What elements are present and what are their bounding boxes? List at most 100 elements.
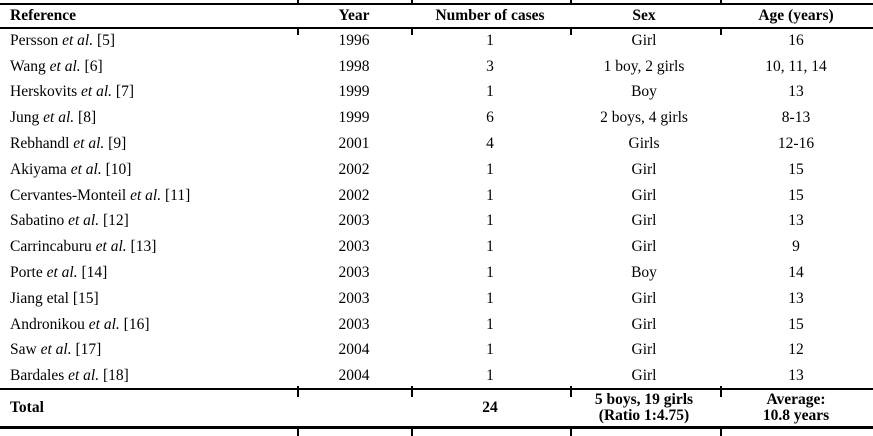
total-sex-cell: 5 boys, 19 girls (Ratio 1:4.75)	[569, 388, 719, 430]
ref-name: Jiang etal	[10, 289, 69, 307]
sex-cell: Girl	[631, 315, 657, 333]
cases-cell: 6	[486, 109, 494, 127]
table-row: Herskovits et al. [7] 1999 1 Boy 13	[0, 80, 873, 106]
table-row: Bardales et al. [18] 2004 1 Girl 13	[0, 363, 873, 389]
column-border-tick	[570, 386, 572, 397]
total-age-line2: 10.8 years	[762, 407, 830, 425]
sex-cell: Girl	[631, 238, 657, 256]
ref-name: Wang	[10, 57, 50, 75]
cases-cell: 1	[486, 186, 494, 204]
reference-cell: Jiang etal [15]	[0, 286, 297, 312]
total-sex-line1: 5 boys, 19 girls	[594, 390, 694, 408]
cases-cell: 1	[486, 264, 494, 282]
ref-cite: [10]	[101, 160, 132, 178]
table-row: Jiang etal [15] 2003 1 Girl 13	[0, 286, 873, 312]
age-cell: 13	[788, 289, 804, 307]
year-cell: 2004	[338, 341, 370, 359]
total-row: Total 24 5 boys, 19 girls (Ratio 1:4.75)…	[0, 388, 873, 430]
cases-cell: 1	[486, 212, 494, 230]
cases-cell: 4	[486, 135, 494, 153]
cases-cell: 1	[486, 366, 494, 384]
column-border-tick	[570, 29, 572, 35]
ref-name: Porte	[10, 264, 47, 282]
sex-cell: Girl	[631, 289, 657, 307]
ref-name: Akiyama	[10, 160, 71, 178]
cases-cell: 1	[486, 238, 494, 256]
ref-cite: [13]	[126, 238, 157, 256]
reference-cell: Sabatino et al. [12]	[0, 209, 297, 235]
age-cell: 15	[788, 315, 804, 333]
column-border-tick	[570, 0, 572, 5]
ref-etal: et al.	[68, 212, 100, 230]
column-border-tick	[411, 0, 413, 5]
column-border-tick	[570, 428, 572, 436]
year-cell: 2004	[338, 366, 370, 384]
col-header-age: Age (years)	[719, 3, 873, 29]
sex-cell: Girl	[631, 212, 657, 230]
sex-cell: Girl	[631, 341, 657, 359]
ref-name: Saw	[10, 341, 41, 359]
header-row: Reference Year Number of cases Sex Age (…	[0, 3, 873, 29]
table-row: Sabatino et al. [12] 2003 1 Girl 13	[0, 209, 873, 235]
ref-cite: [12]	[99, 212, 129, 230]
ref-etal: et al.	[46, 264, 78, 282]
ref-etal: et al.	[70, 160, 102, 178]
cases-cell: 1	[486, 289, 494, 307]
column-border-tick	[297, 386, 299, 397]
ref-etal: et al.	[40, 341, 72, 359]
ref-cite: [5]	[93, 32, 116, 50]
table-row: Porte et al. [14] 2003 1 Boy 14	[0, 260, 873, 286]
sex-cell: Girls	[628, 135, 660, 153]
age-cell: 12	[788, 341, 804, 359]
column-border-tick	[297, 0, 299, 5]
col-header-reference: Reference	[0, 3, 297, 29]
ref-name: Jung	[10, 109, 44, 127]
ref-etal: et al.	[68, 366, 100, 384]
ref-cite: [15]	[68, 289, 99, 307]
reference-cell: Porte et al. [14]	[0, 260, 297, 286]
age-cell: 16	[788, 32, 804, 50]
ref-name: Bardales	[10, 366, 69, 384]
column-border-tick	[411, 428, 413, 436]
year-cell: 1996	[338, 32, 370, 50]
column-border-tick	[411, 29, 413, 35]
ref-etal: et al.	[88, 315, 120, 333]
col-header-sex: Sex	[569, 3, 719, 29]
year-cell: 2003	[338, 264, 370, 282]
total-year-cell-empty	[297, 388, 411, 430]
sex-cell: Boy	[631, 264, 657, 282]
age-cell: 13	[788, 212, 804, 230]
total-sex-line2: (Ratio 1:4.75)	[598, 407, 690, 425]
cases-cell: 1	[486, 160, 494, 178]
reference-cell: Saw et al. [17]	[0, 338, 297, 364]
ref-name: Cervantes-Monteil	[10, 186, 131, 204]
year-cell: 2002	[338, 186, 370, 204]
ref-etal: et al.	[130, 186, 162, 204]
case-reports-table: Reference Year Number of cases Sex Age (…	[0, 3, 873, 430]
ref-cite: [16]	[119, 315, 150, 333]
year-cell: 2003	[338, 315, 370, 333]
table-row: Jung et al. [8] 1999 6 2 boys, 4 girls 8…	[0, 105, 873, 131]
ref-cite: [14]	[77, 264, 108, 282]
age-cell: 13	[788, 366, 804, 384]
reference-cell: Akiyama et al. [10]	[0, 157, 297, 183]
total-age-line1: Average:	[766, 390, 826, 408]
age-cell: 10, 11, 14	[765, 57, 827, 75]
reference-cell: Wang et al. [6]	[0, 54, 297, 80]
age-cell: 15	[788, 186, 804, 204]
table-row: Saw et al. [17] 2004 1 Girl 12	[0, 338, 873, 364]
cases-cell: 1	[486, 315, 494, 333]
ref-etal: et al.	[62, 32, 94, 50]
reference-cell: Rebhandl et al. [9]	[0, 131, 297, 157]
reference-cell: Carrincaburu et al. [13]	[0, 234, 297, 260]
table-row: Cervantes-Monteil et al. [11] 2002 1 Gir…	[0, 183, 873, 209]
sex-cell: Girl	[631, 160, 657, 178]
ref-cite: [7]	[112, 83, 134, 101]
reference-cell: Cervantes-Monteil et al. [11]	[0, 183, 297, 209]
ref-etal: et al.	[95, 238, 127, 256]
table-row: Andronikou et al. [16] 2003 1 Girl 15	[0, 312, 873, 338]
ref-name: Rebhandl	[10, 135, 74, 153]
cases-cell: 1	[486, 32, 494, 50]
total-label-cell: Total	[0, 388, 297, 430]
